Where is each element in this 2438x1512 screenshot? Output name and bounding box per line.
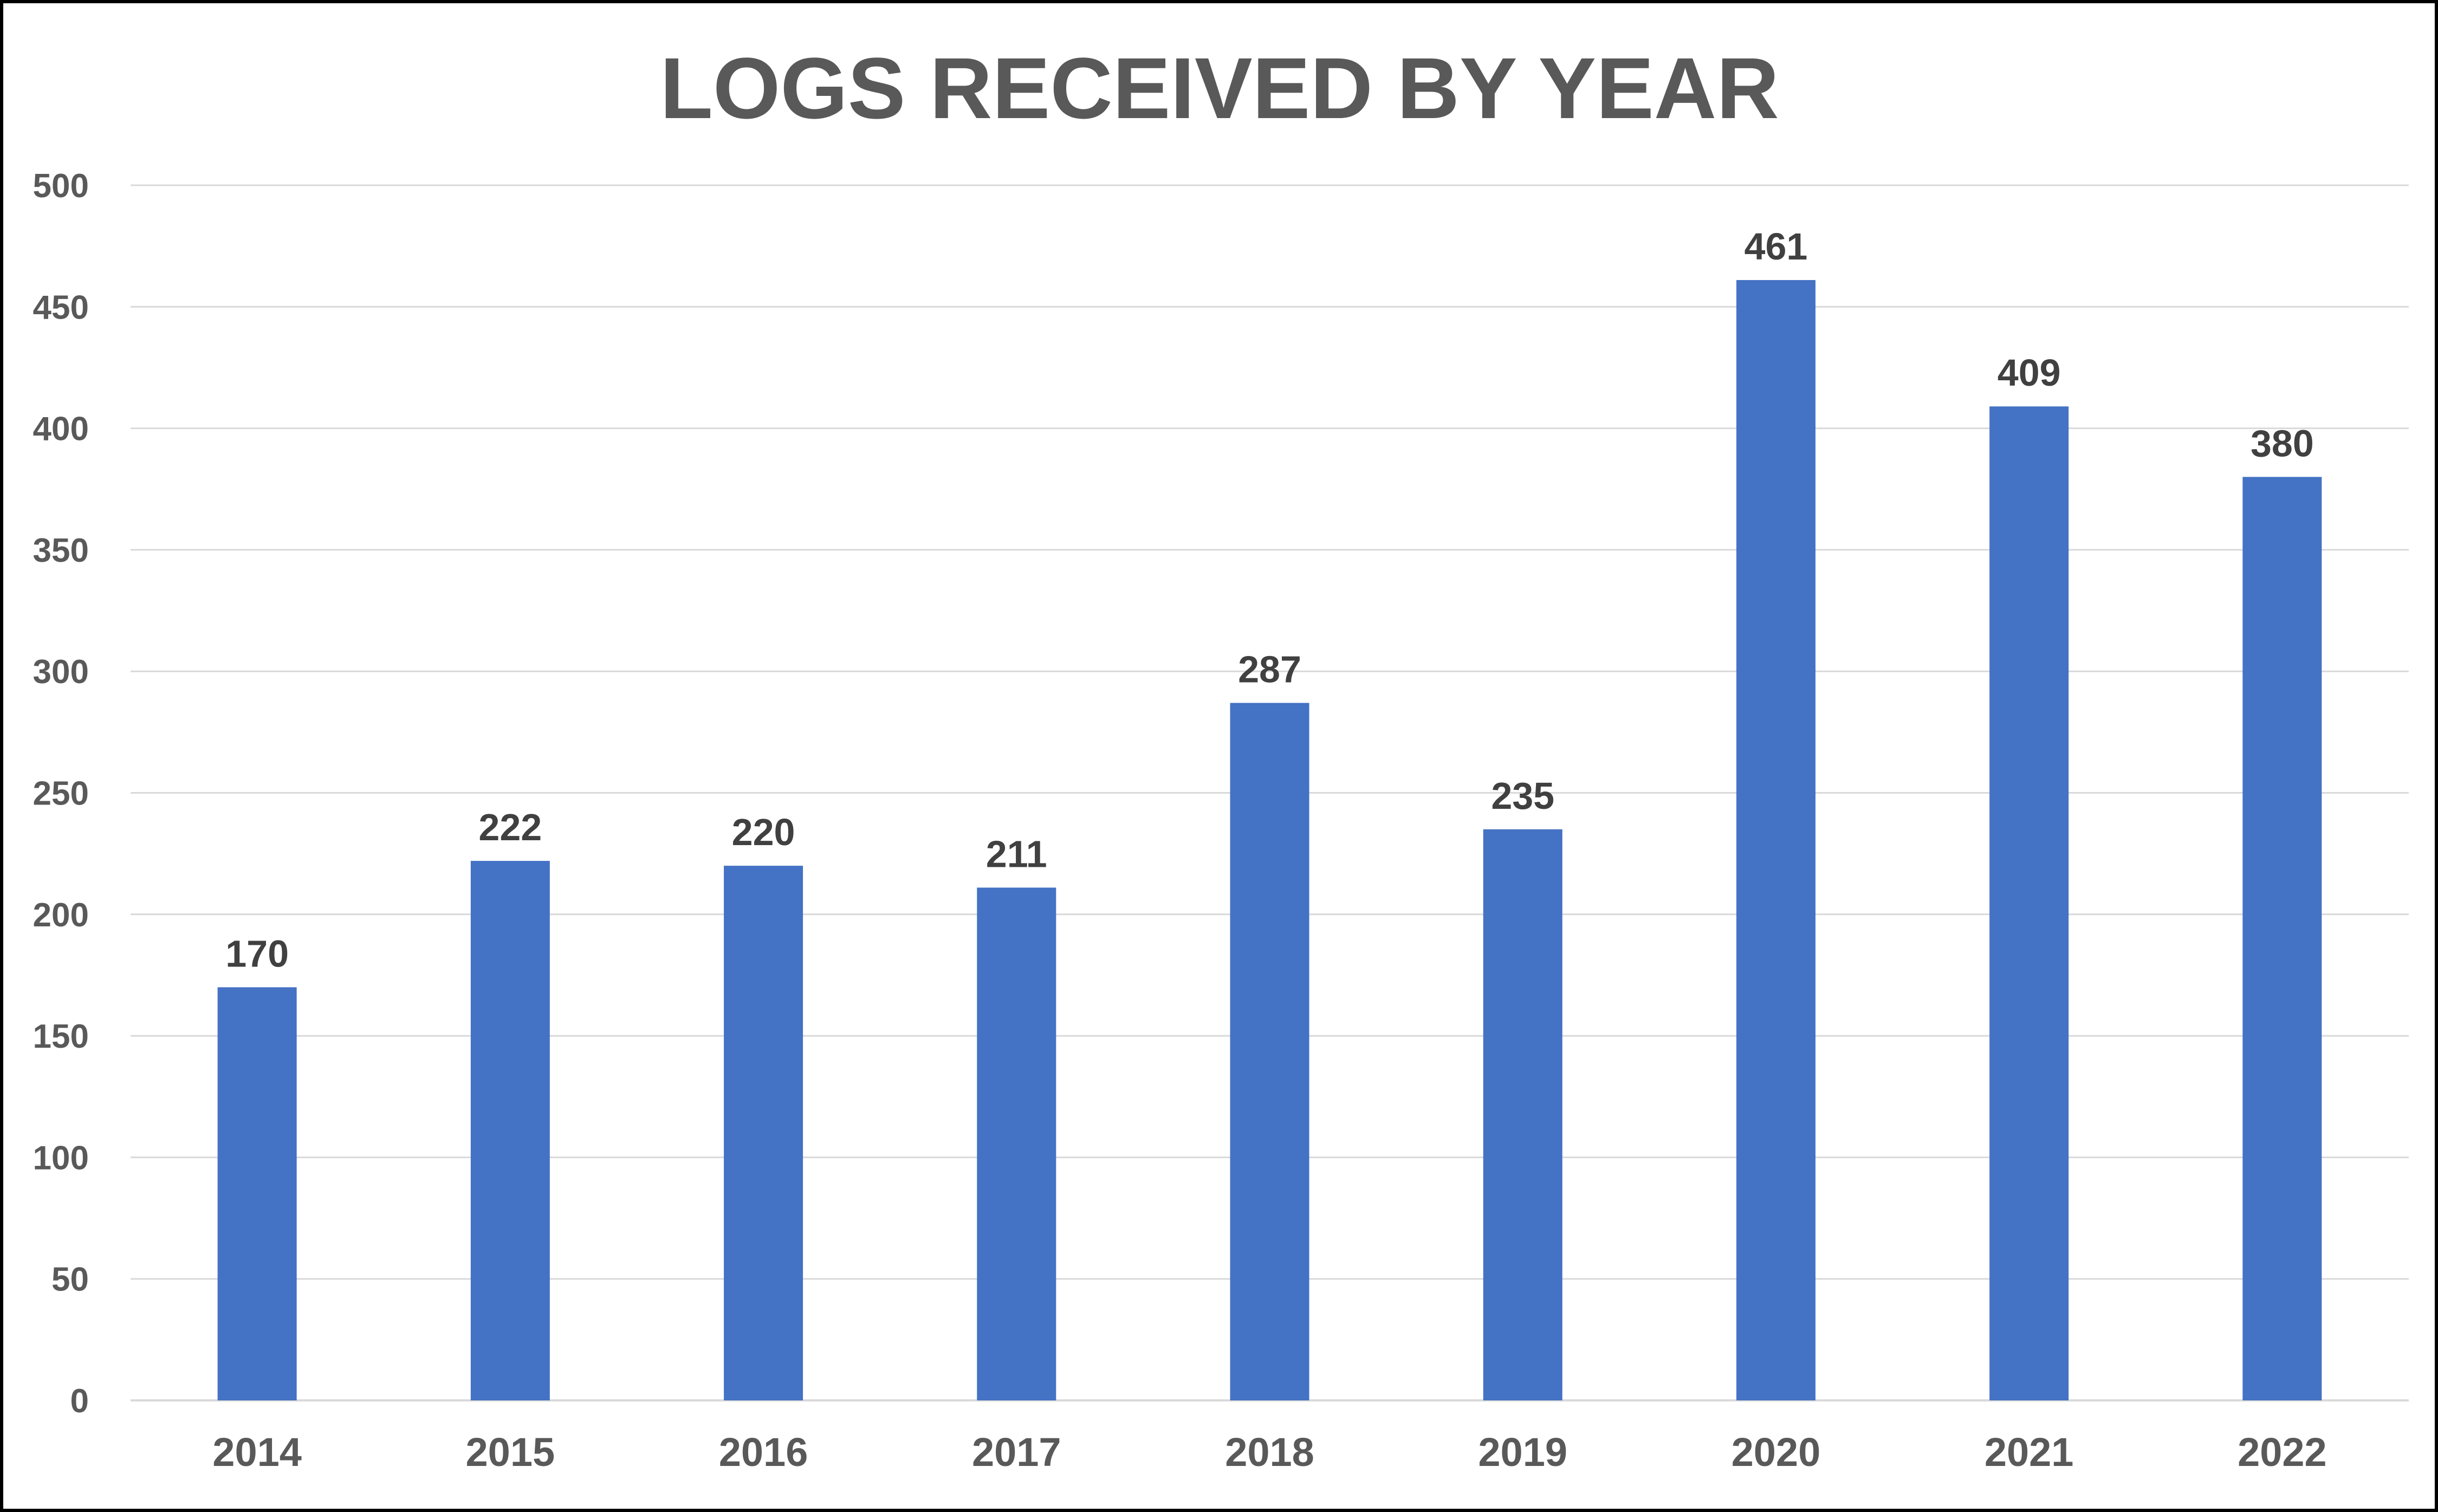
bar-2016 [724, 866, 803, 1400]
bar-2020 [1736, 280, 1815, 1400]
data-label-2018: 287 [1238, 648, 1301, 691]
bar-2021 [1989, 406, 2069, 1400]
data-label-2017: 211 [986, 833, 1047, 875]
bar-2017 [977, 887, 1056, 1400]
x-tick-label-2014: 2014 [212, 1430, 302, 1475]
y-tick-label: 350 [33, 532, 89, 569]
x-tick-label-2021: 2021 [1985, 1430, 2074, 1475]
bar-2014 [217, 987, 297, 1400]
x-tick-label-2017: 2017 [972, 1430, 1061, 1475]
x-axis-tick-labels: 2014 2015 2016 2017 2018 2019 2020 2021 2022 [212, 1430, 2326, 1475]
y-tick-label: 450 [33, 289, 89, 326]
y-tick-label: 500 [33, 167, 89, 205]
bar-2022 [2242, 477, 2322, 1400]
bar-2018 [1230, 703, 1309, 1400]
y-axis-tick-labels: 0 50 100 150 200 250 300 350 400 450 500 [33, 167, 89, 1420]
data-label-2020: 461 [1745, 225, 1808, 268]
data-label-2014: 170 [225, 932, 289, 975]
x-tick-label-2019: 2019 [1478, 1430, 1567, 1475]
x-tick-label-2015: 2015 [466, 1430, 555, 1475]
y-tick-label: 300 [33, 653, 89, 691]
y-tick-label: 0 [70, 1383, 89, 1420]
y-tick-label: 100 [33, 1139, 89, 1177]
data-label-2015: 222 [478, 806, 542, 848]
bar-chart: LOGS RECEIVED BY YEAR 0 50 100 150 200 250 300… [33, 40, 2409, 1475]
data-label-2022: 380 [2251, 422, 2314, 464]
data-label-2016: 220 [732, 811, 795, 853]
x-tick-label-2022: 2022 [2238, 1430, 2327, 1475]
data-labels: 170 222 220 211 287 235 461 409 380 [225, 225, 2314, 975]
y-tick-label: 250 [33, 775, 89, 813]
bar-2019 [1483, 829, 1562, 1400]
x-tick-label-2018: 2018 [1225, 1430, 1314, 1475]
y-tick-label: 150 [33, 1018, 89, 1055]
data-label-2021: 409 [1998, 352, 2061, 394]
bars [217, 280, 2322, 1400]
x-tick-label-2016: 2016 [719, 1430, 808, 1475]
data-label-2019: 235 [1491, 775, 1554, 817]
y-tick-label: 400 [33, 411, 89, 448]
chart-title: LOGS RECEIVED BY YEAR [660, 40, 1779, 137]
y-tick-label: 200 [33, 897, 89, 934]
x-tick-label-2020: 2020 [1732, 1430, 1821, 1475]
bar-2015 [470, 861, 550, 1400]
y-tick-label: 50 [51, 1261, 89, 1299]
